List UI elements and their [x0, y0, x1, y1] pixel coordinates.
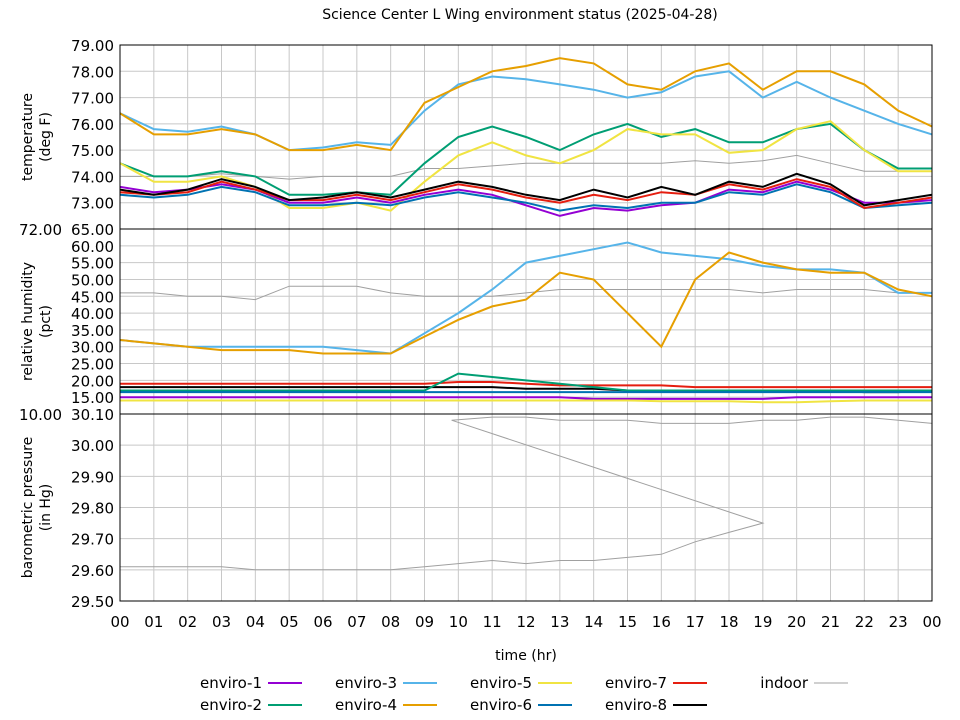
y-tick-label: 40.00 [71, 305, 114, 323]
x-axis-label: time (hr) [495, 648, 557, 664]
legend-label: enviro-8 [605, 696, 667, 714]
x-tick-label: 02 [178, 613, 197, 631]
legend-label: indoor [760, 674, 809, 692]
legend-label: enviro-6 [470, 696, 532, 714]
series-line-enviro-2 [120, 372, 932, 392]
y-tick-label: 15.00 [71, 389, 114, 407]
y-tick-label: 55.00 [71, 255, 114, 273]
x-tick-label: 07 [347, 613, 366, 631]
y-axis-label-unit: (deg F) [38, 112, 54, 162]
legend-label: enviro-5 [470, 674, 532, 692]
x-tick-label: 18 [719, 613, 738, 631]
y-tick-label: 25.00 [71, 356, 114, 374]
y-tick-label: 50.00 [71, 271, 114, 289]
y-tick-label: 72.00 [19, 221, 62, 239]
x-tick-label: 13 [550, 613, 569, 631]
series-line-enviro-4 [119, 57, 933, 152]
y-axis-label: barometric pressure (in Hg) [20, 437, 54, 578]
y-axis-label-unit: (pct) [38, 305, 54, 338]
y-tick-label: 20.00 [71, 372, 114, 390]
y-tick-label: 75.00 [71, 142, 114, 160]
legend-label: enviro-4 [335, 696, 397, 714]
series-line-enviro-7 [119, 178, 933, 210]
y-axis-label-line: relative humidity [20, 262, 36, 381]
legend-label: enviro-3 [335, 674, 397, 692]
x-tick-label: 12 [516, 613, 535, 631]
x-tick-label: 15 [618, 613, 637, 631]
y-tick-label: 65.00 [71, 221, 114, 239]
y-tick-label: 74.00 [71, 168, 114, 186]
x-tick-label: 11 [483, 613, 502, 631]
y-tick-label: 60.00 [71, 238, 114, 256]
x-tick-label: 03 [212, 613, 231, 631]
y-tick-label: 10.00 [19, 406, 62, 424]
y-tick-label: 76.00 [71, 116, 114, 134]
series-line-enviro-4 [119, 251, 933, 355]
x-tick-label: 21 [821, 613, 840, 631]
x-tick-label: 14 [584, 613, 603, 631]
y-tick-label: 30.00 [71, 339, 114, 357]
y-tick-label: 77.00 [71, 90, 114, 108]
y-tick-label: 29.70 [71, 531, 114, 549]
series-line-enviro-7 [120, 381, 932, 389]
x-tick-label: 17 [686, 613, 705, 631]
x-tick-label: 05 [280, 613, 299, 631]
y-axis-label: temperature (deg F) [20, 93, 54, 181]
y-tick-label: 79.00 [71, 37, 114, 55]
series-line-enviro-5 [120, 399, 932, 404]
y-tick-label: 35.00 [71, 322, 114, 340]
series-line-enviro-1 [120, 396, 932, 400]
y-tick-label: 30.10 [71, 406, 114, 424]
x-tick-label: 01 [144, 613, 163, 631]
legend-label: enviro-1 [200, 674, 262, 692]
chart-title: Science Center L Wing environment status… [322, 7, 718, 23]
series-line-enviro-8 [119, 172, 933, 207]
y-axis-label-line: temperature [20, 93, 36, 181]
y-tick-label: 45.00 [71, 288, 114, 306]
x-tick-label: 00 [922, 613, 941, 631]
x-tick-label: 19 [753, 613, 772, 631]
y-axis-label: relative humidity (pct) [20, 262, 54, 381]
x-tick-label: 23 [889, 613, 908, 631]
y-tick-label: 29.90 [71, 468, 114, 486]
y-tick-label: 29.50 [71, 593, 114, 611]
x-tick-label: 09 [415, 613, 434, 631]
legend-label: enviro-7 [605, 674, 667, 692]
plot-frame [119, 413, 933, 602]
y-tick-label: 29.80 [71, 500, 114, 518]
x-tick-label: 06 [313, 613, 332, 631]
x-tick-label: 16 [652, 613, 671, 631]
x-tick-label: 22 [855, 613, 874, 631]
series-line-indoor [120, 285, 932, 301]
x-tick-label: 04 [246, 613, 265, 631]
x-tick-label: 08 [381, 613, 400, 631]
y-axis-label-line: barometric pressure [20, 437, 36, 578]
y-tick-label: 30.00 [71, 437, 114, 455]
y-tick-label: 73.00 [71, 195, 114, 213]
x-tick-label: 00 [110, 613, 129, 631]
x-tick-label: 10 [449, 613, 468, 631]
y-tick-label: 78.00 [71, 63, 114, 81]
y-axis-label-unit: (in Hg) [38, 484, 54, 532]
series-line-indoor [120, 416, 933, 571]
legend-label: enviro-2 [200, 696, 262, 714]
series-line-enviro-6 [119, 183, 933, 212]
y-tick-label: 29.60 [71, 562, 114, 580]
x-tick-label: 20 [787, 613, 806, 631]
